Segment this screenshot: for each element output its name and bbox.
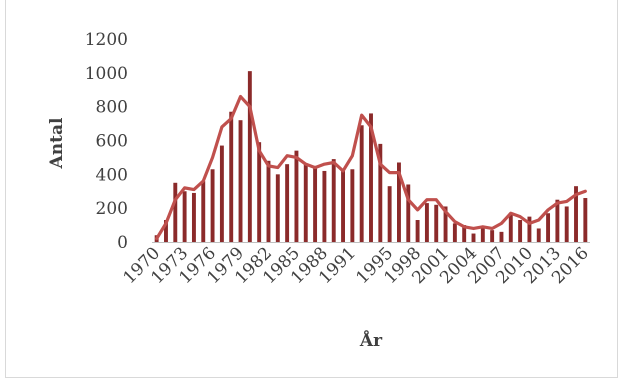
bar-series xyxy=(154,71,588,243)
bar xyxy=(173,182,178,242)
bar xyxy=(219,145,224,242)
bar xyxy=(266,160,271,242)
bar xyxy=(294,150,299,242)
y-tick-label: 1000 xyxy=(85,64,128,84)
bar xyxy=(406,184,411,242)
y-tick-label: 600 xyxy=(96,132,128,152)
x-axis-ticks: 1970197319761979198219851988199119951998… xyxy=(119,243,592,288)
bar xyxy=(508,213,513,242)
bar xyxy=(182,191,187,242)
bar xyxy=(210,169,215,242)
bar xyxy=(238,120,243,242)
bar xyxy=(480,228,485,242)
bar xyxy=(452,223,457,242)
x-axis-title: År xyxy=(359,329,383,351)
y-tick-label: 400 xyxy=(96,165,128,185)
bar xyxy=(313,165,318,243)
bar xyxy=(518,220,523,242)
y-axis-title: Antal xyxy=(47,117,67,169)
bar xyxy=(555,199,560,242)
bar xyxy=(443,206,448,242)
bar xyxy=(331,159,336,242)
bar xyxy=(546,213,551,242)
bar xyxy=(536,228,541,242)
bar xyxy=(350,169,355,242)
bar xyxy=(247,71,252,242)
y-tick-label: 200 xyxy=(96,199,128,219)
bar xyxy=(397,162,401,242)
chart-frame xyxy=(5,0,618,378)
y-tick-label: 0 xyxy=(117,233,128,253)
bar xyxy=(275,174,280,242)
bar xyxy=(341,170,345,242)
bar xyxy=(322,170,327,242)
y-axis-ticks: 0 200 400 600 800 1000 1200 xyxy=(85,30,128,253)
bar xyxy=(201,181,206,242)
bar xyxy=(257,142,262,242)
bar xyxy=(583,198,588,242)
y-tick-label: 1200 xyxy=(85,30,128,50)
bar xyxy=(378,143,383,242)
bar xyxy=(499,231,504,242)
bar xyxy=(564,206,569,242)
bar xyxy=(490,230,495,242)
bar xyxy=(527,216,532,243)
bar xyxy=(387,186,392,242)
y-tick-label: 800 xyxy=(96,98,128,118)
bar xyxy=(462,225,467,242)
bar xyxy=(191,192,196,242)
trend-line xyxy=(155,94,587,241)
bar xyxy=(285,164,290,242)
bar xyxy=(229,111,234,243)
bar xyxy=(415,220,420,242)
bar xyxy=(369,113,373,243)
bar xyxy=(164,220,168,242)
bar xyxy=(359,125,364,242)
bar xyxy=(471,233,476,242)
bar xyxy=(303,164,308,242)
bar xyxy=(424,203,429,242)
bar xyxy=(574,186,578,242)
bar xyxy=(434,204,439,242)
